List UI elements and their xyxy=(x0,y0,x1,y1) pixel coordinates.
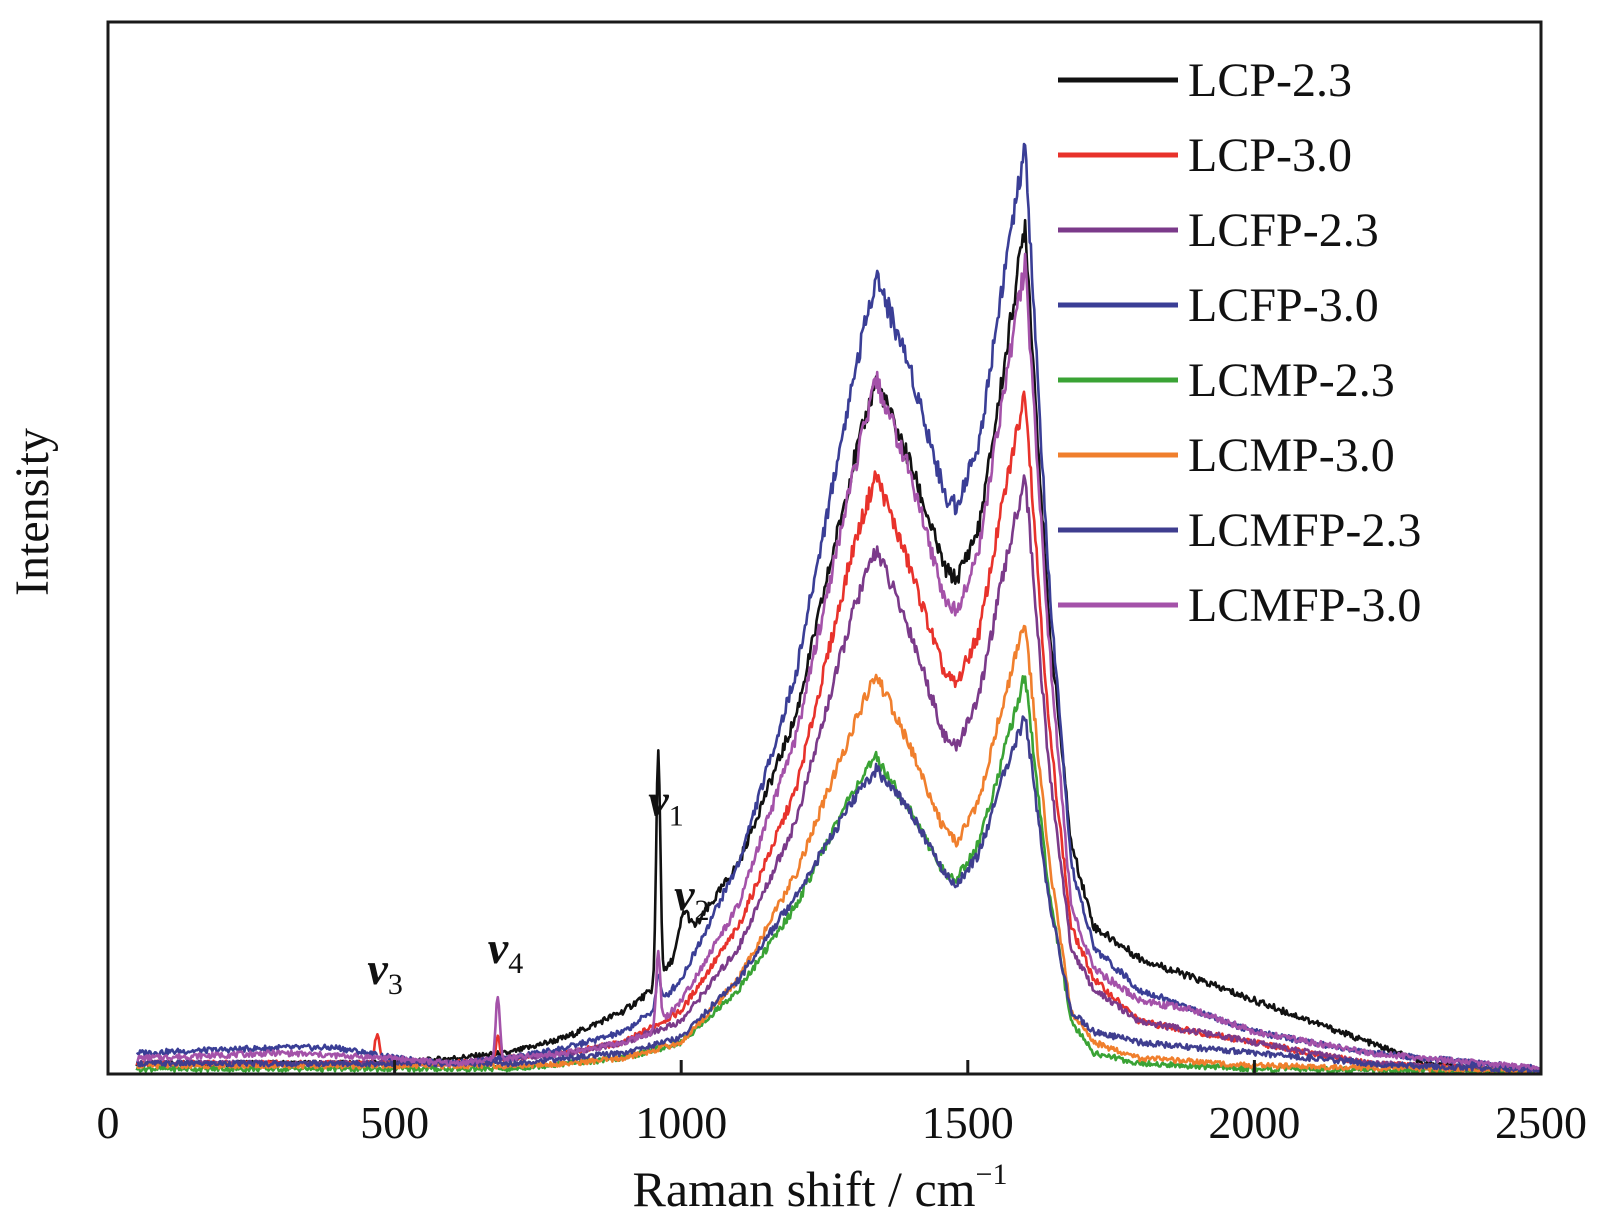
annotation-base: v xyxy=(367,943,388,994)
plot-frame xyxy=(106,20,1543,1076)
annotation-v1: v1 xyxy=(648,775,683,833)
x-tick-label-1000: 1000 xyxy=(635,1097,727,1148)
x-tick-label-500: 500 xyxy=(360,1097,429,1148)
x-tick-label-2000: 2000 xyxy=(1208,1097,1300,1148)
legend-label-LCMP-2.3: LCMP-2.3 xyxy=(1188,354,1395,407)
x-tick-label-0: 0 xyxy=(97,1097,120,1148)
y-axis-title: Intensity xyxy=(6,428,59,596)
x-axis-title: Raman shift / cm−1 xyxy=(633,1158,1008,1217)
legend-label-LCFP-2.3: LCFP-2.3 xyxy=(1188,204,1379,257)
legend-label-LCMP-3.0: LCMP-3.0 xyxy=(1188,429,1395,482)
annotation-base: v xyxy=(674,869,695,920)
annotation-v4: v4 xyxy=(488,922,523,980)
legend-label-LCMFP-2.3: LCMFP-2.3 xyxy=(1188,504,1421,557)
annotation-subscript: 1 xyxy=(669,800,684,833)
legend-label-LCMFP-3.0: LCMFP-3.0 xyxy=(1188,579,1421,632)
annotation-subscript: 2 xyxy=(694,894,709,927)
legend-label-LCFP-3.0: LCFP-3.0 xyxy=(1188,279,1379,332)
annotation-v3: v3 xyxy=(367,943,402,1001)
x-axis-title-superscript: −1 xyxy=(976,1158,1008,1191)
annotation-v2: v2 xyxy=(674,869,709,927)
annotation-subscript: 3 xyxy=(388,968,403,1001)
x-tick-label-2500: 2500 xyxy=(1495,1097,1587,1148)
x-tick-label-1500: 1500 xyxy=(922,1097,1014,1148)
legend-label-LCP-3.0: LCP-3.0 xyxy=(1188,129,1352,182)
series-layer xyxy=(135,142,1543,1076)
legend: LCP-2.3 LCP-3.0 LCFP-2.3 LCFP-3.0 LCMP-2.3 LC… xyxy=(1058,54,1421,632)
x-ticks: 0 500 1000 1500 2000 2500 xyxy=(97,1060,1587,1148)
annotation-base: v xyxy=(648,775,669,826)
annotation-base: v xyxy=(488,922,509,973)
series-line-LCMFP-3.0 xyxy=(136,252,1543,1071)
annotation-subscript: 4 xyxy=(508,947,523,980)
series-line-LCMFP-2.3 xyxy=(135,715,1542,1075)
legend-label-LCP-2.3: LCP-2.3 xyxy=(1188,54,1352,107)
x-axis-title-text: Raman shift / cm xyxy=(633,1161,976,1217)
